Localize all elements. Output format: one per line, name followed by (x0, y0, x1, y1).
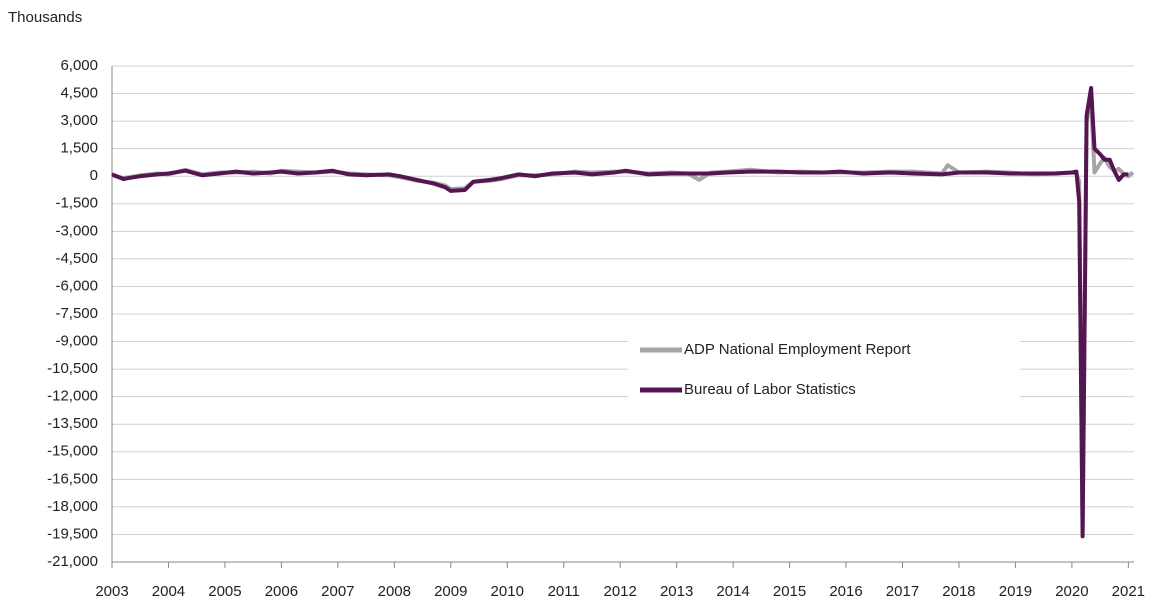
x-tick-label: 2016 (829, 583, 862, 600)
x-tick-label: 2004 (152, 583, 185, 600)
x-tick-label: 2010 (491, 583, 524, 600)
y-tick-label: -12,000 (47, 388, 98, 405)
y-tick-label: -15,000 (47, 443, 98, 460)
y-tick-label: 0 (90, 167, 98, 184)
x-tick-label: 2003 (95, 583, 128, 600)
x-tick-label: 2014 (716, 583, 749, 600)
x-tick-label: 2008 (378, 583, 411, 600)
plot (111, 86, 1135, 539)
legend-label: ADP National Employment Report (684, 341, 911, 358)
series-line (111, 86, 1129, 539)
y-axis-label: Thousands (8, 9, 82, 26)
y-tick-label: -4,500 (55, 250, 98, 267)
y-tick-label: 6,000 (60, 57, 98, 74)
x-tick-label: 2009 (434, 583, 467, 600)
grid (111, 65, 1134, 568)
x-tick-label: 2018 (942, 583, 975, 600)
legend-label: Bureau of Labor Statistics (684, 381, 856, 398)
y-tick-label: -9,000 (55, 333, 98, 350)
y-tick-label: 3,000 (60, 112, 98, 129)
x-tick-label: 2020 (1055, 583, 1088, 600)
y-tick-label: -18,000 (47, 498, 98, 515)
y-tick-label: -6,000 (55, 277, 98, 294)
x-tick-label: 2019 (999, 583, 1032, 600)
series-line (111, 100, 1135, 535)
y-tick-label: -1,500 (55, 195, 98, 212)
x-tick-label: 2012 (603, 583, 636, 600)
x-tick-label: 2007 (321, 583, 354, 600)
y-tick-label: -19,500 (47, 525, 98, 542)
x-tick-label: 2006 (265, 583, 298, 600)
y-tick-label: -21,000 (47, 553, 98, 570)
y-tick-label: 1,500 (60, 140, 98, 157)
y-tick-label: -3,000 (55, 222, 98, 239)
x-tick-label: 2005 (208, 583, 241, 600)
legend-box (628, 322, 1020, 400)
x-tick-label: 2011 (548, 583, 580, 600)
x-tick-label: 2015 (773, 583, 806, 600)
legend: ADP National Employment Report Bureau of … (640, 341, 911, 398)
x-tick-label: 2017 (886, 583, 919, 600)
y-tick-label: -13,500 (47, 415, 98, 432)
y-tick-label: -7,500 (55, 305, 98, 322)
y-tick-label: -10,500 (47, 360, 98, 377)
x-tick-label: 2013 (660, 583, 693, 600)
y-tick-label: 4,500 (60, 85, 98, 102)
y-tick-label: -16,500 (47, 470, 98, 487)
x-tick-label: 2021 (1112, 583, 1145, 600)
